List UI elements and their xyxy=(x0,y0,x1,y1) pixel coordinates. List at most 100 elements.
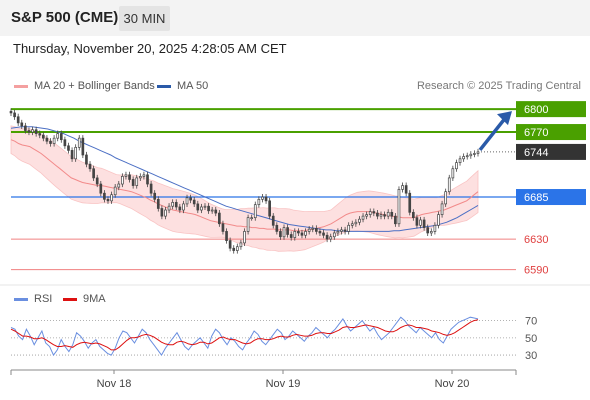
level-label-6800: 6800 xyxy=(524,104,548,116)
candle-body xyxy=(404,185,408,194)
rsi-ma-swatch xyxy=(63,297,77,301)
candle-body xyxy=(113,186,117,196)
candle-body xyxy=(117,183,121,188)
candle-body xyxy=(178,206,182,211)
candle-body xyxy=(401,185,404,190)
candle-body xyxy=(322,232,325,236)
instrument-title: S&P 500 (CME) xyxy=(11,9,119,26)
candle-body xyxy=(354,221,358,225)
candle-body xyxy=(153,192,157,200)
level-label-6770: 6770 xyxy=(524,127,548,139)
forecast-arrow-head xyxy=(497,111,512,126)
level-badge-6800 xyxy=(516,101,586,118)
candle-body xyxy=(340,229,343,232)
candle-body xyxy=(207,205,210,212)
legend-bb-label: MA 20 + Bollinger Bands xyxy=(34,80,155,92)
candle-body xyxy=(361,215,365,220)
candle-body xyxy=(469,153,473,157)
candle-body xyxy=(440,203,444,215)
candle-body xyxy=(422,219,426,228)
candle-body xyxy=(203,205,207,208)
credit-text: Research © 2025 Trading Central xyxy=(416,80,581,92)
candle-body xyxy=(171,202,174,207)
candle-body xyxy=(135,177,139,186)
candle-body xyxy=(426,227,430,234)
candle-body xyxy=(451,168,455,179)
candle-body xyxy=(67,145,70,151)
legend-rsi-label: RSI xyxy=(34,293,53,305)
candle-body xyxy=(293,231,297,238)
candle-body xyxy=(297,231,300,234)
candle-body xyxy=(311,228,315,230)
candle-body xyxy=(433,224,437,232)
header-bar: S&P 500 (CME) 30 MIN xyxy=(0,0,590,36)
candle-body xyxy=(232,247,236,251)
candle-body xyxy=(106,198,110,202)
candle-body xyxy=(412,211,415,219)
candle-body xyxy=(9,111,13,114)
candle-body xyxy=(243,231,246,244)
candle-body xyxy=(210,209,214,212)
candle-body xyxy=(146,174,149,185)
candle-body xyxy=(77,137,81,148)
legend-rsi-ma-label: 9MA xyxy=(83,293,106,305)
level-badge-6770 xyxy=(516,124,586,141)
candle-body xyxy=(279,231,282,238)
forecast-arrow xyxy=(478,116,508,152)
level-badge-6685 xyxy=(516,189,586,206)
candle-body xyxy=(332,232,336,238)
candle-body xyxy=(408,192,412,213)
legend-ma50: MA 50 xyxy=(157,80,208,92)
legend-rsi: RSI xyxy=(14,293,52,305)
candle-body xyxy=(99,183,103,194)
candle-body xyxy=(264,196,268,202)
level-label-6630: 6630 xyxy=(524,234,548,246)
candle-body xyxy=(268,200,271,217)
candle-body xyxy=(124,174,128,177)
candle-body xyxy=(196,203,200,211)
candle-body xyxy=(38,133,42,136)
candle-body xyxy=(372,211,376,214)
candle-body xyxy=(221,223,225,232)
candle-body xyxy=(45,137,49,142)
candle-body xyxy=(228,240,232,249)
candle-body xyxy=(394,215,397,225)
candle-body xyxy=(85,154,88,165)
candle-body xyxy=(164,209,167,217)
candle-body xyxy=(458,158,462,163)
candle-body xyxy=(88,163,92,170)
candle-body xyxy=(31,129,34,133)
legend-rsi-ma: 9MA xyxy=(63,293,106,305)
candle-body xyxy=(383,214,386,217)
rsi-line xyxy=(10,316,479,357)
candle-body xyxy=(261,196,264,200)
ma50-line xyxy=(10,126,479,232)
candle-body xyxy=(121,176,124,185)
candle-body xyxy=(138,176,142,179)
candle-body xyxy=(329,236,333,240)
candle-body xyxy=(300,232,304,236)
candle-body xyxy=(257,198,261,206)
timeframe-button[interactable]: 30 MIN xyxy=(119,6,170,31)
candle-body xyxy=(49,140,52,144)
candle-body xyxy=(318,231,322,234)
rsi-tick-70: 70 xyxy=(525,316,537,328)
candle-body xyxy=(131,179,135,186)
candle-body xyxy=(350,223,354,226)
candle-body xyxy=(92,168,95,179)
candle-body xyxy=(476,151,480,154)
candle-body xyxy=(185,197,189,205)
candle-body xyxy=(225,231,228,241)
candle-body xyxy=(304,231,307,236)
candle-body xyxy=(167,205,171,211)
candle-body xyxy=(34,129,38,134)
candle-body xyxy=(214,209,218,214)
rsi-tick-50: 50 xyxy=(525,333,537,345)
rsi-ma-line xyxy=(10,319,479,351)
candle-body xyxy=(444,191,447,205)
level-badge-6744 xyxy=(516,143,586,160)
candle-body xyxy=(110,194,113,202)
candle-body xyxy=(235,246,239,251)
candle-body xyxy=(189,197,192,201)
